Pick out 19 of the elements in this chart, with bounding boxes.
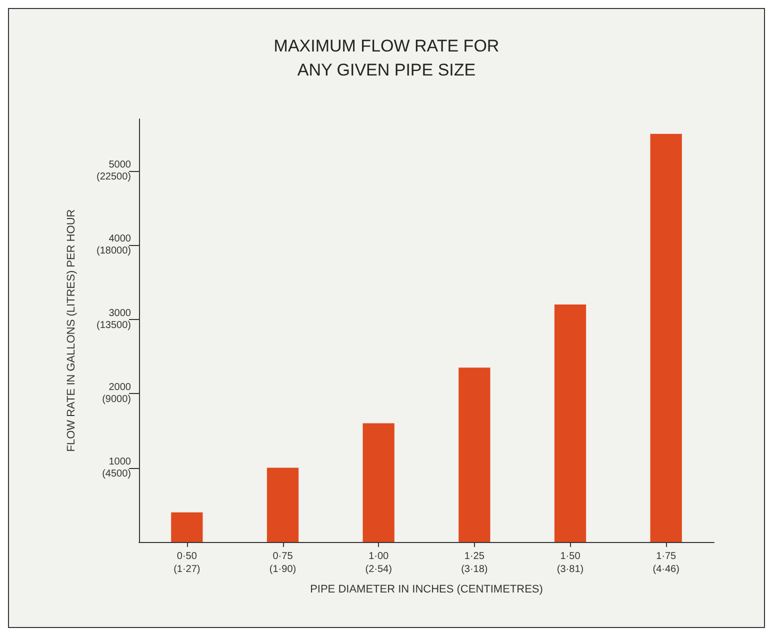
y2-axis-title: FLOW RATE IN GALLONS (LITRES) PER HOUR	[66, 209, 78, 452]
y-tick-label: 4000	[108, 234, 132, 245]
x-tick-label: 0·50 (1·27)	[174, 551, 200, 575]
x-tick-label: 1·25 (3·18)	[461, 551, 488, 575]
x-tick-label: 1·75 (4·46)	[652, 551, 680, 575]
y2-tick-label: (9000)	[102, 394, 131, 406]
y-tick-label: 2000	[108, 382, 132, 394]
x-tick-label: 1·00 (2·54)	[365, 551, 392, 575]
y-tick-label: 1000	[108, 456, 132, 468]
y-tick-label: 5000	[108, 159, 132, 170]
y2-tick-label: (18000)	[96, 246, 131, 257]
y-tick-label: 3000	[108, 308, 132, 319]
x-tick-label: 1·50 (3·81)	[556, 551, 584, 575]
x-tick-label: 0·75 (1·90)	[269, 551, 296, 575]
y2-tick-label: (13500)	[96, 320, 131, 331]
x-axis-title: PIPE DIAMETER IN INCHES (CENTIMETRES)	[310, 584, 543, 596]
y2-tick-label: (4500)	[102, 468, 131, 480]
y2-tick-label: (22500)	[96, 171, 131, 182]
chart-title: MAXIMUM FLOW RATE FOR ANY GIVEN PIPE SIZE	[274, 36, 500, 80]
